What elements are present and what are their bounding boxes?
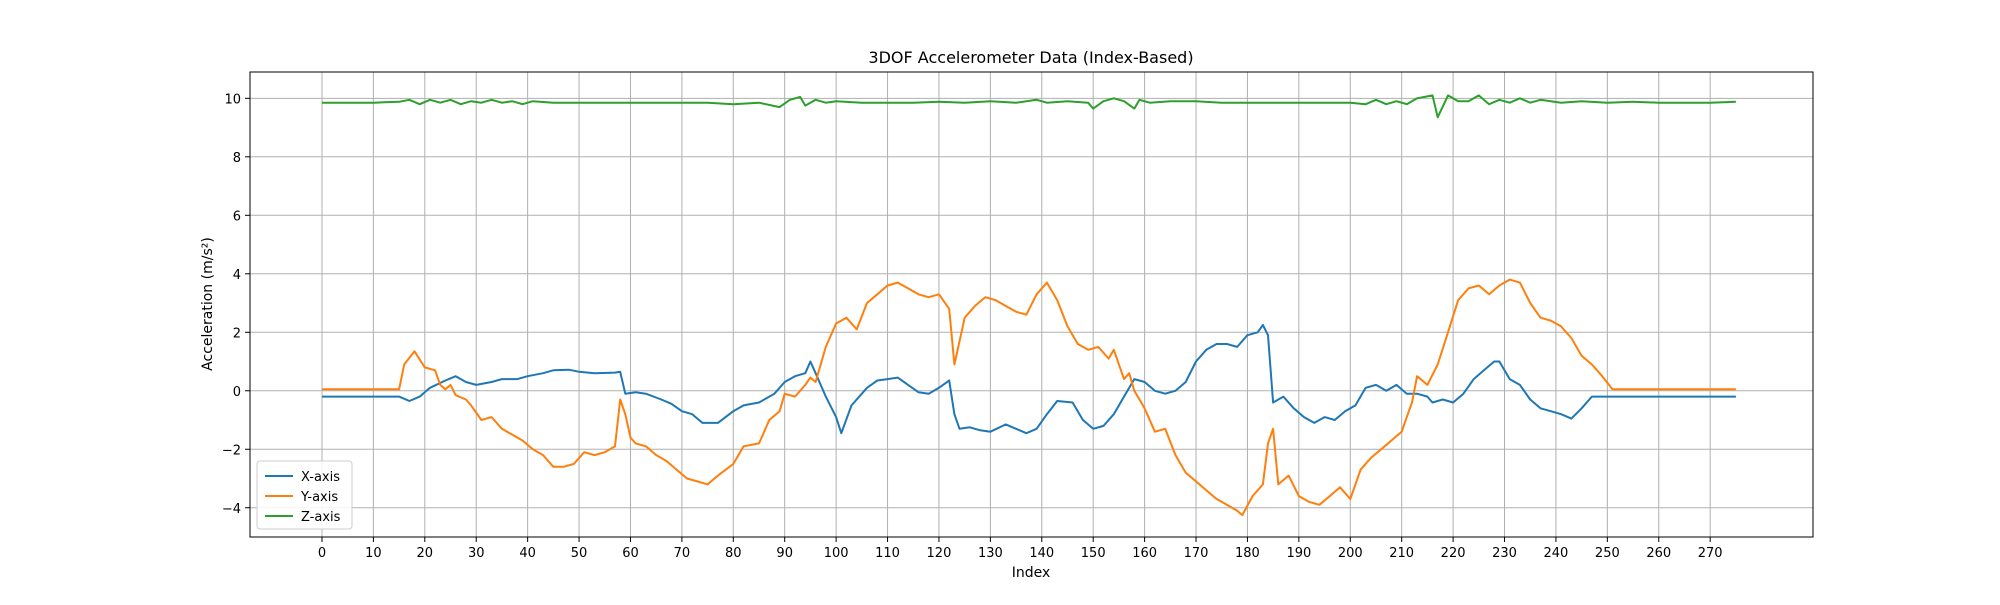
legend-label-y-axis: Y-axis [300, 490, 338, 505]
x-tick-label: 130 [978, 546, 1003, 561]
x-tick-label: 40 [519, 546, 536, 561]
x-axis-ticks: 0 10 20 30 40 50 60 70 80 90 100 110 120 130 140 150 160… [318, 537, 1723, 561]
x-tick-label: 30 [468, 546, 485, 561]
x-tick-label: 60 [622, 546, 639, 561]
chart-title: 3DOF Accelerometer Data (Index-Based) [868, 48, 1193, 67]
grid-layer [250, 72, 1813, 537]
x-tick-label: 230 [1492, 546, 1517, 561]
y-tick-label: 0 [233, 385, 241, 400]
y-tick-label: 4 [233, 268, 241, 283]
series-line-z-axis [322, 94, 1736, 119]
x-tick-label: 90 [776, 546, 793, 561]
x-tick-label: 240 [1544, 546, 1569, 561]
x-tick-label: 100 [824, 546, 849, 561]
x-tick-label: 150 [1081, 546, 1106, 561]
series-line-x-axis [322, 324, 1736, 435]
x-tick-label: 220 [1441, 546, 1466, 561]
x-tick-label: 190 [1286, 546, 1311, 561]
x-tick-label: 0 [318, 546, 326, 561]
x-tick-label: 180 [1235, 546, 1260, 561]
y-tick-label: 10 [224, 92, 241, 107]
x-tick-label: 210 [1389, 546, 1414, 561]
x-tick-label: 170 [1184, 546, 1209, 561]
legend: X-axis Y-axis Z-axis [256, 460, 353, 530]
x-tick-label: 20 [417, 546, 434, 561]
legend-box [256, 460, 353, 530]
y-axis-label: Acceleration (m/s²) [200, 237, 216, 371]
plot-area-frame [249, 71, 1814, 538]
x-tick-label: 70 [674, 546, 691, 561]
x-tick-label: 80 [725, 546, 742, 561]
x-tick-label: 50 [571, 546, 588, 561]
y-tick-label: −2 [222, 443, 241, 458]
y-tick-label: 6 [233, 209, 241, 224]
x-tick-label: 250 [1595, 546, 1620, 561]
series-layer [322, 94, 1736, 517]
x-tick-label: 110 [875, 546, 900, 561]
series-line-y-axis [322, 278, 1736, 517]
x-tick-label: 270 [1698, 546, 1723, 561]
x-tick-label: 200 [1338, 546, 1363, 561]
y-tick-label: 2 [233, 326, 241, 341]
x-tick-label: 260 [1646, 546, 1671, 561]
x-tick-label: 120 [927, 546, 952, 561]
y-tick-label: 8 [233, 151, 241, 166]
y-axis-ticks: −4 −2 0 2 4 6 8 10 [222, 92, 250, 517]
x-tick-label: 140 [1029, 546, 1054, 561]
legend-label-x-axis: X-axis [301, 470, 340, 485]
x-tick-label: 10 [365, 546, 382, 561]
legend-label-z-axis: Z-axis [301, 510, 341, 525]
x-axis-label: Index [1012, 565, 1051, 581]
x-tick-label: 160 [1132, 546, 1157, 561]
y-tick-label: −4 [222, 502, 241, 517]
